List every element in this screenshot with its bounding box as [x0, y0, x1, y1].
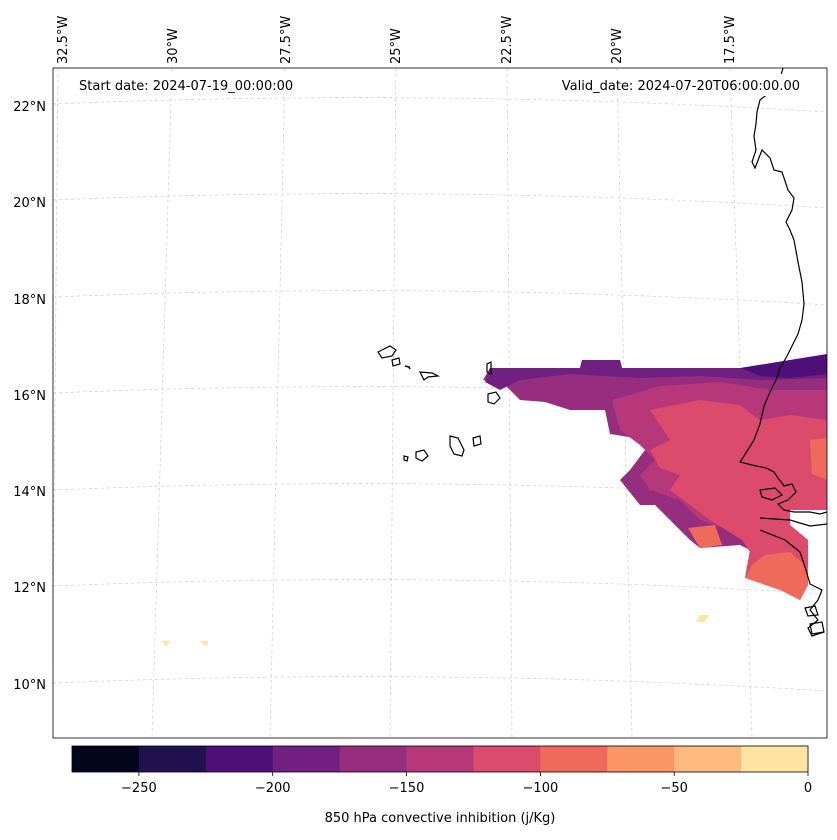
island-sao-nicolau	[418, 371, 441, 381]
colorbar-swatch	[205, 746, 274, 772]
island-bijagos-2	[809, 621, 825, 635]
coastline-guinea-bissau	[759, 517, 827, 637]
cin-region-level-75	[810, 438, 827, 480]
cin-region-level-100	[650, 400, 827, 600]
island-maio	[472, 435, 482, 447]
coastline-gambia	[759, 487, 784, 501]
lat-label-18n: 18°N	[13, 293, 46, 308]
grid-lat-20n	[53, 193, 827, 209]
island-bijagos-1	[804, 605, 819, 617]
latitude-labels: 22°N 20°N 18°N 16°N 14°N 12°N 10°N	[13, 100, 46, 693]
lat-label-10n: 10°N	[13, 678, 46, 693]
coastline-west-africa	[739, 68, 827, 515]
valid-date-text: Valid_date: 2024-07-20T06:00:00.00	[562, 79, 800, 94]
colorbar-swatch	[540, 746, 608, 772]
grid-lon-27-5w	[269, 68, 286, 738]
lon-label-30w: 30°W	[166, 28, 181, 64]
colorbar-tick-labels: −250 −200 −150 −100 −50 0	[121, 781, 812, 796]
colorbar-swatch	[72, 746, 140, 772]
graticule	[53, 68, 827, 738]
island-santa-luzia	[404, 365, 411, 370]
coastlines	[377, 68, 827, 637]
colorbar-swatch	[607, 746, 675, 772]
lon-label-27-5w: 27.5°W	[279, 16, 294, 64]
lat-label-12n: 12°N	[13, 581, 46, 596]
lon-label-22-5w: 22.5°W	[500, 16, 515, 64]
colorbar: −250 −200 −150 −100 −50 0 850 hPa convec…	[71, 745, 812, 826]
map-frame	[52, 67, 828, 739]
colorbar-swatch	[406, 746, 474, 772]
colorbar-tick-label: −250	[121, 781, 157, 796]
colorbar-ticks	[138, 772, 809, 776]
colorbar-tick-label: −50	[660, 781, 687, 796]
grid-lat-10n	[53, 676, 827, 692]
island-sal	[486, 361, 492, 375]
grid-lat-16n	[53, 386, 827, 402]
lon-label-17-5w: 17.5°W	[723, 16, 738, 64]
colorbar-swatches	[72, 746, 809, 772]
colorbar-tick-label: −100	[523, 781, 559, 796]
colorbar-swatch	[473, 746, 541, 772]
lon-label-20w: 20°W	[610, 28, 625, 64]
map-area: Start date: 2024-07-19_00:00:00 Valid_da…	[53, 68, 827, 738]
lon-label-32-5w: 32.5°W	[56, 16, 71, 64]
cin-region-level-75-south	[688, 525, 722, 548]
grid-lon-17-5w	[729, 68, 753, 738]
valid-date-background	[540, 74, 806, 96]
start-date-text: Start date: 2024-07-19_00:00:00	[79, 79, 293, 94]
colorbar-label: 850 hPa convective inhibition (j/Kg)	[325, 811, 556, 826]
grid-lon-25w	[389, 68, 397, 738]
start-date-background	[74, 74, 314, 96]
colorbar-swatch	[741, 746, 809, 772]
grid-lat-22n	[53, 97, 827, 113]
cin-region-level-175	[485, 360, 827, 390]
cin-contours	[162, 354, 827, 647]
colorbar-swatch	[339, 746, 408, 772]
grid-lon-22-5w	[506, 68, 513, 738]
colorbar-tick-label: 0	[804, 781, 812, 796]
island-brava	[403, 455, 409, 462]
colorbar-swatch	[138, 746, 207, 772]
colorbar-tick-label: −200	[255, 781, 291, 796]
cin-speck-small-1	[162, 641, 170, 647]
grid-lon-30w	[151, 68, 173, 738]
cin-region-level-200	[740, 354, 827, 378]
lat-label-16n: 16°N	[13, 389, 46, 404]
longitude-labels: 32.5°W 30°W 27.5°W 25°W 22.5°W 20°W 17.5…	[56, 16, 738, 64]
colorbar-tick-label: −150	[389, 781, 425, 796]
island-fogo	[415, 449, 429, 462]
date-annotations: Start date: 2024-07-19_00:00:00 Valid_da…	[74, 74, 806, 96]
island-boa-vista	[487, 391, 501, 405]
lat-label-14n: 14°N	[13, 485, 46, 500]
lat-label-22n: 22°N	[13, 100, 46, 115]
cin-region-level-75-coast	[745, 552, 808, 600]
grid-lon-20w	[616, 68, 633, 738]
lon-label-25w: 25°W	[389, 28, 404, 64]
lat-label-20n: 20°N	[13, 196, 46, 211]
island-sao-vicente	[391, 357, 401, 367]
grid-lat-14n	[53, 483, 827, 499]
island-santiago	[449, 435, 465, 457]
cin-speck-small-2	[200, 641, 208, 647]
grid-lat-12n	[53, 579, 827, 595]
colorbar-frame	[71, 745, 809, 773]
colorbar-swatch	[674, 746, 742, 772]
cin-speck-small-3	[696, 615, 710, 622]
colorbar-swatch	[272, 746, 341, 772]
island-santo-antao	[377, 345, 397, 359]
grid-lat-18n	[53, 290, 827, 306]
